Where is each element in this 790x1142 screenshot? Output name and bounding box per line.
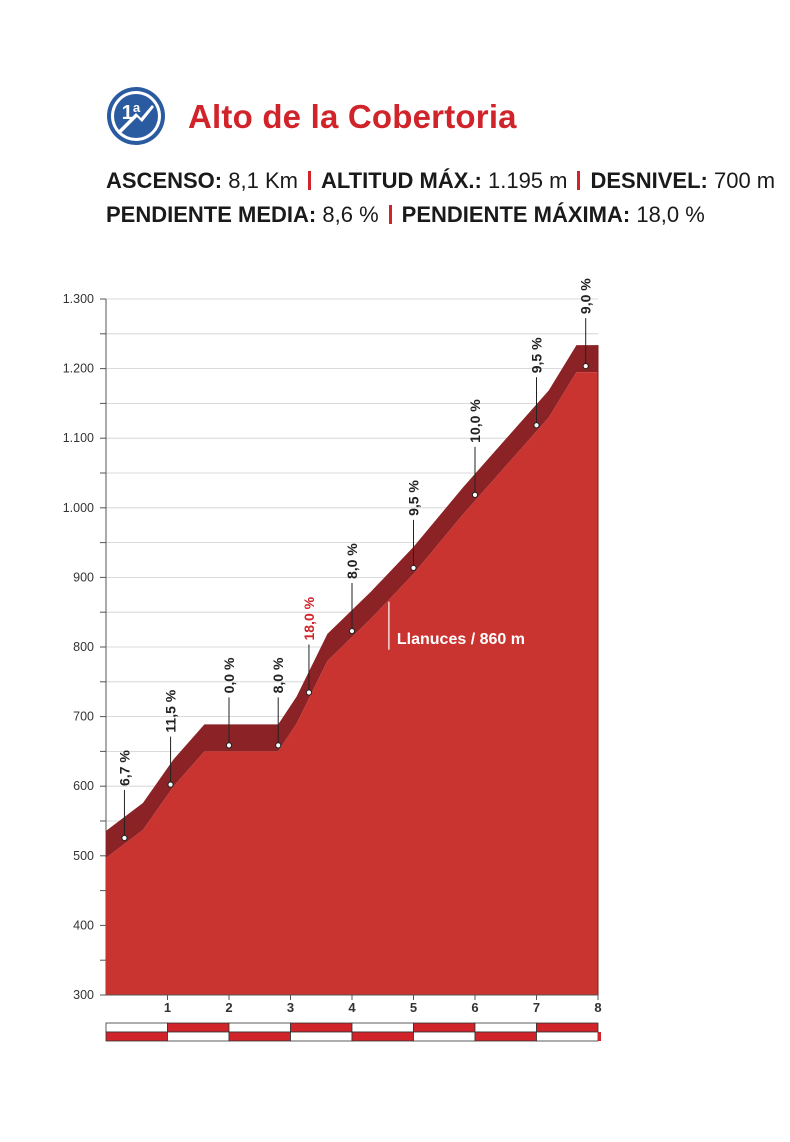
y-tick-label: 300 (73, 988, 94, 1002)
km-scale-segment (228, 1031, 291, 1042)
stat-value-pendiente-media: 8,6 % (322, 202, 379, 227)
gradient-label: 0,0 % (221, 657, 237, 693)
km-scale-segment (413, 1031, 476, 1042)
km-scale-segment (105, 1031, 168, 1042)
km-scale-segment (167, 1031, 230, 1042)
y-tick-label: 1.000 (63, 501, 94, 515)
stat-label-desnivel: DESNIVEL: (590, 168, 708, 193)
km-scale-segment (290, 1022, 353, 1033)
climb-stats: ASCENSO: 8,1 Km ALTITUD MÁX.: 1.195 m DESN… (106, 164, 775, 232)
y-tick-label: 800 (73, 640, 94, 654)
gradient-label: 9,5 % (529, 337, 545, 373)
gradient-marker-dot (225, 742, 233, 749)
x-tick-label: 4 (348, 1000, 356, 1015)
separator (388, 205, 392, 224)
profile-area (106, 372, 598, 996)
km-scale-segment (167, 1022, 230, 1033)
km-scale-segment (351, 1031, 414, 1042)
gradient-label: 6,7 % (116, 750, 132, 786)
gradient-marker-dot (471, 491, 479, 498)
x-tick-label: 6 (471, 1000, 478, 1015)
x-tick-label: 8 (594, 1000, 601, 1015)
y-tick-label: 1.100 (63, 431, 94, 445)
gradient-marker-dot (305, 689, 313, 696)
stat-label-pendiente-media: PENDIENTE MEDIA: (106, 202, 317, 227)
climb-title: Alto de la Cobertoria (188, 98, 517, 135)
gradient-label: 10,0 % (467, 399, 483, 443)
stat-value-desnivel: 700 m (713, 168, 776, 193)
km-scale-segment (413, 1022, 476, 1033)
separator (577, 171, 581, 190)
stat-value-altitud: 1.195 m (487, 168, 568, 193)
km-scale-segment (105, 1022, 168, 1033)
stat-value-ascenso: 8,1 Km (228, 168, 298, 193)
gradient-marker-dot (167, 781, 174, 788)
x-tick-label: 3 (287, 1000, 294, 1015)
y-tick-label: 400 (73, 918, 94, 932)
gradient-marker-dot (121, 834, 128, 842)
km-scale-segment (474, 1031, 537, 1042)
gradient-label: 9,0 % (578, 278, 594, 314)
x-tick-label: 7 (533, 1000, 540, 1015)
km-scale-segment (474, 1022, 537, 1033)
stat-label-altitud: ALTITUD MÁX.: (320, 168, 482, 193)
gradient-marker-dot (582, 362, 589, 370)
y-tick-label: 900 (73, 570, 94, 584)
km-scale-segment (228, 1022, 291, 1033)
gradient-label: 8,0 % (270, 657, 286, 693)
gradient-label: 11,5 % (163, 689, 179, 732)
separator (307, 171, 311, 190)
km-scale-segment (598, 1032, 601, 1041)
y-tick-label: 1.200 (63, 362, 94, 376)
gradient-marker-dot (533, 422, 540, 429)
stats-row-1: ASCENSO: 8,1 Km ALTITUD MÁX.: 1.195 m DESN… (106, 164, 775, 198)
x-tick-label: 5 (410, 1000, 417, 1015)
gradient-label: 18,0 % (301, 596, 317, 640)
gradient-marker-dot (410, 564, 417, 572)
stats-row-2: PENDIENTE MEDIA: 8,6 % PENDIENTE MÁXIMA: … (106, 198, 775, 232)
y-tick-label: 1.300 (63, 292, 94, 306)
annotation-label: Llanuces / 860 m (397, 631, 525, 648)
gradient-marker-dot (348, 627, 356, 635)
stat-value-pendiente-maxima: 18,0 % (636, 202, 705, 227)
km-scale-segment (351, 1022, 414, 1033)
x-tick-label: 1 (164, 1000, 171, 1015)
gradient-marker-dot (275, 742, 282, 749)
stat-label-pendiente-maxima: PENDIENTE MÁXIMA: (401, 202, 631, 227)
y-tick-label: 700 (73, 710, 94, 724)
km-scale-segment (536, 1022, 599, 1033)
stat-label-ascenso: ASCENSO: (106, 168, 223, 193)
y-tick-label: 500 (73, 849, 94, 863)
badge-text: 1ª (122, 102, 141, 124)
km-scale-segment (290, 1031, 353, 1042)
km-scale-segment (536, 1031, 599, 1042)
category-badge-icon: 1ª (107, 87, 165, 145)
x-tick-label: 2 (225, 1000, 232, 1015)
gradient-label: 9,5 % (406, 480, 422, 516)
y-tick-label: 600 (73, 779, 94, 793)
gradient-label: 8,0 % (344, 543, 360, 579)
